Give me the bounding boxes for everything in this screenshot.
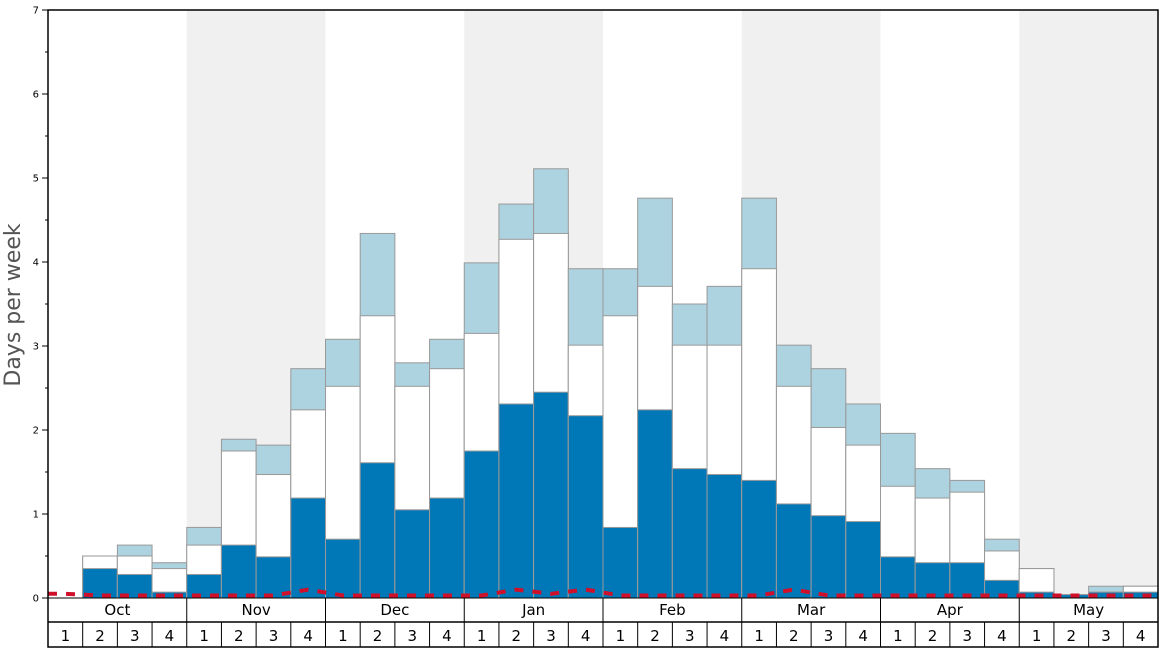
y-tick-label-1: 1 (33, 510, 39, 521)
y-tick-label-3: 3 (33, 342, 39, 353)
y-ticks-group: 0 1 2 3 4 5 6 7 (33, 6, 48, 605)
month-band-may (1019, 10, 1158, 598)
week-label-21: 2 (789, 627, 799, 645)
bar-dark-5 (220, 544, 257, 599)
week-label-20: 1 (754, 627, 764, 645)
bar-dark-19 (706, 474, 743, 599)
week-label-10: 3 (407, 627, 417, 645)
axes-group (47, 9, 1159, 648)
y-tick-label-0: 0 (33, 594, 39, 605)
month-label-apr: Apr (937, 601, 964, 619)
bar-dark-25 (914, 562, 951, 599)
week-label-27: 4 (997, 627, 1007, 645)
week-label-13: 2 (512, 627, 522, 645)
bar-dark-13 (498, 403, 535, 599)
week-label-25: 2 (928, 627, 938, 645)
bar-dark-12 (463, 450, 500, 599)
month-label-dec: Dec (380, 601, 409, 619)
week-label-2: 3 (130, 627, 140, 645)
dashed-series-line (48, 587, 1158, 598)
week-label-30: 3 (1101, 627, 1111, 645)
week-label-26: 3 (962, 627, 972, 645)
month-label-feb: Feb (659, 601, 686, 619)
y-tick-label-7: 7 (33, 6, 39, 17)
week-label-16: 1 (616, 627, 626, 645)
bar-dark-21 (775, 503, 812, 599)
bar-dark-8 (325, 538, 361, 599)
week-label-19: 4 (720, 627, 730, 645)
week-label-17: 2 (650, 627, 660, 645)
y-axis-label: Days per week (1, 223, 26, 386)
week-label-12: 1 (477, 627, 487, 645)
bar-dark-22 (810, 515, 847, 599)
week-label-3: 4 (165, 627, 175, 645)
bar-dark-10 (394, 509, 431, 599)
month-label-oct: Oct (104, 601, 130, 619)
week-label-4: 1 (199, 627, 209, 645)
week-label-1: 2 (95, 627, 105, 645)
month-label-mar: Mar (797, 601, 826, 619)
bar-dark-23 (845, 521, 881, 599)
week-label-5: 2 (234, 627, 244, 645)
week-label-18: 3 (685, 627, 695, 645)
bar-dark-11 (429, 497, 465, 599)
week-label-0: 1 (61, 627, 71, 645)
week-label-31: 4 (1136, 627, 1146, 645)
bar-dark-20 (741, 479, 777, 599)
bar-dark-15 (567, 415, 604, 599)
bar-dark-18 (671, 468, 708, 599)
y-tick-label-4: 4 (33, 258, 39, 269)
month-label-nov: Nov (241, 601, 270, 619)
dashed-line-group (48, 587, 1158, 598)
y-tick-label-2: 2 (33, 426, 39, 437)
week-label-14: 3 (546, 627, 556, 645)
bars-group (82, 168, 1159, 599)
month-labels-group: Oct Nov Dec Jan Feb Mar Apr May (104, 601, 1104, 619)
bar-dark-26 (949, 562, 986, 599)
week-label-9: 2 (373, 627, 383, 645)
bar-dark-24 (880, 556, 916, 599)
week-label-11: 4 (442, 627, 452, 645)
week-label-6: 3 (269, 627, 279, 645)
week-label-28: 1 (1032, 627, 1042, 645)
bar-dark-7 (290, 497, 326, 599)
bar-dark-9 (359, 462, 396, 599)
week-label-22: 3 (824, 627, 834, 645)
week-label-8: 1 (338, 627, 348, 645)
month-label-jan: Jan (521, 601, 545, 619)
week-label-29: 2 (1067, 627, 1077, 645)
bar-dark-17 (637, 409, 673, 599)
week-label-7: 4 (303, 627, 313, 645)
y-tick-label-6: 6 (33, 90, 39, 101)
week-label-23: 4 (858, 627, 868, 645)
y-tick-label-5: 5 (33, 174, 39, 185)
bar-dark-16 (602, 526, 639, 599)
bar-dark-6 (255, 556, 292, 599)
week-label-24: 1 (893, 627, 903, 645)
week-labels-group: 1 2 3 4 1 2 3 4 1 2 3 4 1 2 3 4 1 2 3 4 1 2 3 4 1 2 3 4 1 2 3 4 (61, 627, 1146, 645)
bar-dark-14 (533, 391, 569, 599)
week-label-15: 4 (581, 627, 591, 645)
month-label-may: May (1073, 601, 1104, 619)
